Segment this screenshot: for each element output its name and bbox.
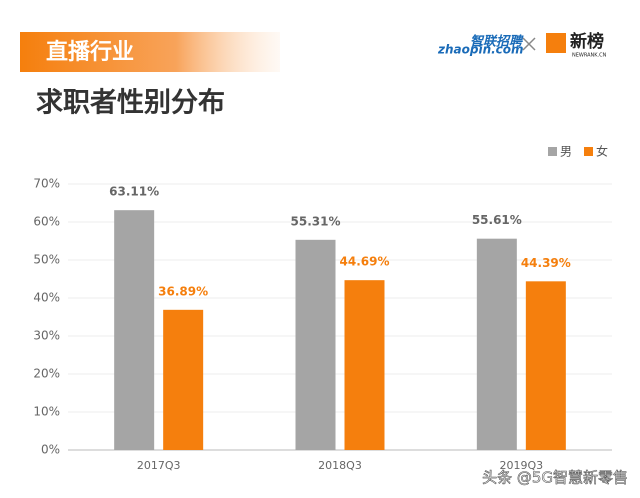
- logo-zhaopin-url: zhaopin.com: [437, 43, 524, 57]
- watermark: 头条 @5G智慧新零售: [482, 469, 628, 487]
- section-label: 直播行业: [46, 39, 134, 65]
- bar: [525, 281, 566, 450]
- logo-newrank: 新榜: [570, 31, 604, 52]
- bar: [344, 280, 385, 450]
- y-tick-label: 30%: [33, 329, 60, 343]
- y-tick-label: 0%: [41, 443, 60, 457]
- value-label: 55.31%: [291, 214, 341, 228]
- y-tick-label: 10%: [33, 405, 60, 419]
- section-banner: [20, 32, 280, 72]
- x-tick-label: 2018Q3: [318, 459, 362, 472]
- logo-icon: [546, 33, 566, 53]
- legend-label: 女: [596, 144, 608, 159]
- y-tick-label: 60%: [33, 215, 60, 229]
- separator: [522, 37, 536, 51]
- x-tick-label: 2019Q3: [500, 459, 544, 472]
- legend-label: 男: [560, 145, 572, 159]
- logo-newrank-url: NEWRANK.CN: [572, 53, 607, 59]
- x-tick-label: 2017Q3: [137, 459, 181, 472]
- y-tick-label: 40%: [33, 291, 60, 305]
- logo-zhaopin: 智联招聘: [470, 34, 524, 50]
- bar: [476, 238, 517, 450]
- chart-title: 求职者性别分布: [36, 88, 225, 119]
- legend-swatch: [548, 147, 557, 156]
- y-tick-label: 70%: [33, 177, 60, 191]
- value-label: 44.39%: [521, 256, 571, 270]
- y-tick-label: 20%: [33, 367, 60, 381]
- bar: [114, 210, 155, 450]
- value-label: 63.11%: [109, 185, 159, 199]
- bar: [295, 239, 336, 450]
- value-label: 55.61%: [472, 213, 522, 227]
- value-label: 36.89%: [158, 284, 208, 298]
- y-tick-label: 50%: [33, 253, 60, 267]
- value-label: 44.69%: [340, 255, 390, 269]
- legend-swatch: [584, 147, 593, 156]
- bar: [163, 309, 204, 450]
